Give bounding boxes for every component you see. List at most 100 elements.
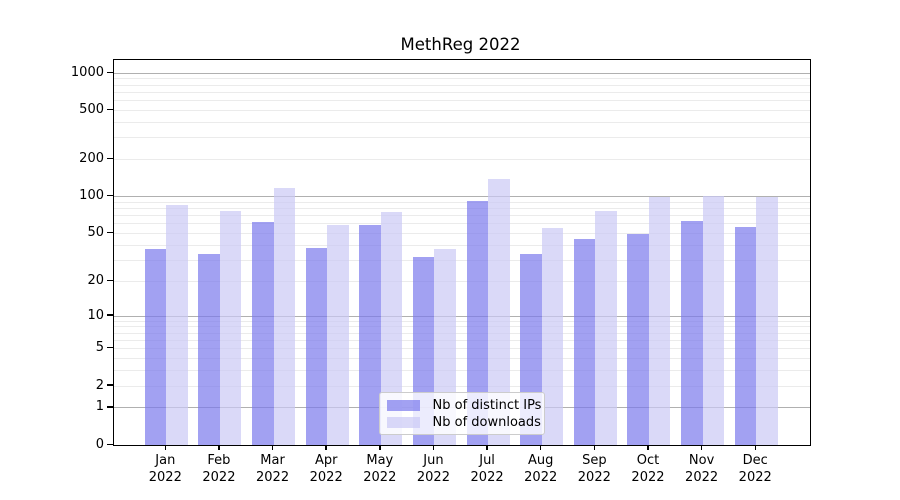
x-tick-month: Apr [314,453,338,468]
y-axis-tick-mark [106,71,113,73]
gridline-minor [113,122,810,123]
gridline-minor [113,100,810,102]
x-tick-month: Jan [155,453,176,468]
gridline-minor [113,110,810,112]
y-axis-tick-mark [106,158,113,160]
gridline-minor [113,244,810,246]
y-axis-tick-mark [106,406,113,408]
bar-downloads-sep [595,210,617,446]
x-tick-year: 2022 [470,469,504,485]
y-axis-tick-label: 50 [87,225,104,241]
x-tick-year: 2022 [256,469,290,485]
y-axis-tick-label: 2 [95,377,104,393]
y-axis-tick-label: 0 [95,436,104,452]
legend-swatch-downloads [386,416,420,428]
x-tick-year: 2022 [577,469,611,485]
x-tick-year: 2022 [416,469,450,485]
y-axis-tick-label: 100 [79,188,104,204]
x-axis-tick-label-aug: Aug 2022 [509,453,573,486]
x-tick-year: 2022 [524,469,558,485]
x-axis-tick-label-apr: Apr 2022 [294,453,358,486]
y-axis-tick-mark [106,195,113,197]
x-tick-month: Oct [636,453,660,468]
x-tick-year: 2022 [202,469,236,485]
legend-row-downloads: Nb of downloads [386,414,541,431]
x-tick-year: 2022 [309,469,343,485]
x-axis-tick-label-mar: Mar 2022 [241,453,305,486]
gridline-major [113,315,810,317]
y-axis-tick-label: 20 [87,272,104,288]
plot-area: Nb of distinct IPs Nb of downloads [112,59,811,447]
gridline-minor [113,137,810,139]
bar-downloads-nov [702,196,725,446]
legend-label-ips: Nb of distinct IPs [432,397,542,413]
y-axis-tick-mark [106,279,113,282]
x-axis-tick-mark [700,445,703,450]
bar-ips-sep [573,239,596,446]
bar-ips-dec [734,226,757,446]
gridline-minor [113,332,810,334]
bar-downloads-mar [273,187,296,446]
legend-label-downloads: Nb of downloads [432,414,541,430]
y-axis-tick-label: 1 [95,399,104,415]
bar-downloads-jan [166,205,188,446]
y-axis-tick-mark [106,443,113,445]
x-tick-year: 2022 [685,469,719,485]
x-tick-year: 2022 [363,469,397,485]
gridline-minor [113,385,810,387]
gridline-minor [113,84,810,86]
x-tick-year: 2022 [738,469,772,485]
y-axis-tick-mark [106,347,113,349]
y-axis-tick-label: 10 [87,307,104,323]
x-axis-tick-mark [218,445,220,450]
x-tick-month: Mar [260,453,285,468]
x-axis-tick-mark [486,445,488,450]
bar-downloads-feb [219,211,242,446]
x-tick-month: Aug [528,453,554,468]
x-axis-tick-label-sep: Sep 2022 [562,453,626,486]
y-axis-tick-label: 5 [95,340,104,356]
legend: Nb of distinct IPs Nb of downloads [378,392,545,436]
gridline-minor [113,370,810,372]
bar-downloads-may [380,212,403,446]
gridline-minor [113,233,810,235]
x-tick-month: May [366,453,394,468]
x-tick-year: 2022 [631,469,665,485]
bar-downloads-dec [756,196,778,446]
x-tick-month: Jul [479,453,495,468]
gridline-minor [113,326,810,328]
x-axis-tick-label-oct: Oct 2022 [616,453,680,486]
bar-ips-feb [198,253,220,446]
gridline-minor [113,340,810,341]
gridline-minor [113,78,810,80]
x-axis-tick-label-may: May 2022 [348,453,412,486]
x-axis-tick-mark [432,445,435,450]
gridline-major [113,72,810,74]
bar-ips-oct [627,233,649,446]
x-tick-month: Sep [582,453,607,468]
x-axis-tick-label-dec: Dec 2022 [723,453,787,486]
x-axis-tick-mark [325,445,327,450]
x-axis-tick-mark [271,445,274,450]
x-axis-tick-mark [593,445,596,450]
x-tick-month: Dec [742,453,768,468]
x-axis-tick-mark [647,445,649,450]
legend-row-ips: Nb of distinct IPs [386,397,541,414]
gridline-minor [113,201,810,203]
y-axis-tick-mark [106,314,113,316]
x-axis-tick-mark [379,445,381,450]
x-axis-tick-label-jul: Jul 2022 [455,453,519,486]
gridline-minor [113,91,810,93]
bar-ips-jul [466,201,489,446]
y-axis-tick-label: 500 [79,102,104,118]
x-tick-month: Nov [688,453,715,468]
x-axis-tick-mark [754,445,756,450]
x-axis-tick-label-nov: Nov 2022 [670,453,734,486]
x-tick-month: Jun [423,453,444,468]
bar-ips-jan [144,249,167,446]
chart-title: MethReg 2022 [400,35,521,54]
bar-downloads-apr [327,224,349,446]
x-axis-tick-label-feb: Feb 2022 [187,453,251,486]
x-axis-tick-label-jan: Jan 2022 [133,453,197,486]
